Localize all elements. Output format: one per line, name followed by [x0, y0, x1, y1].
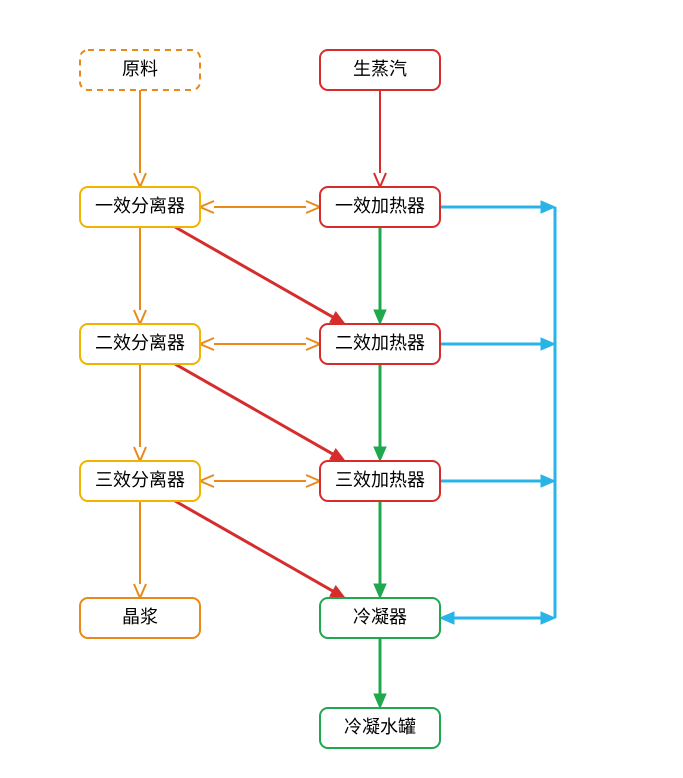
- edge-sep2-sep3: [134, 364, 146, 461]
- node-heat1: 一效加热器: [320, 187, 440, 227]
- edge-sep2-heat3: [175, 364, 345, 461]
- node-sep1-label: 一效分离器: [95, 196, 185, 216]
- edge-raw-sep1: [134, 90, 146, 187]
- node-sep3: 三效分离器: [80, 461, 200, 501]
- node-slurry: 晶浆: [80, 598, 200, 638]
- node-raw-label: 原料: [122, 59, 158, 79]
- node-heat3-label: 三效加热器: [335, 470, 425, 490]
- bus-tap-heat2: [440, 338, 555, 350]
- node-cond: 冷凝器: [320, 598, 440, 638]
- edge-sep2-heat2: [200, 338, 320, 350]
- edge-heat1-heat2: [374, 227, 386, 324]
- bus-return: [440, 612, 555, 624]
- node-raw: 原料: [80, 50, 200, 90]
- flowchart: 原料 生蒸汽一效分离器 一效加热器二效分离器 二效加热器三效分离器 三效加热器晶浆 冷凝器…: [0, 0, 683, 778]
- edge-heat2-heat3: [374, 364, 386, 461]
- node-tank: 冷凝水罐: [320, 708, 440, 748]
- node-sep1: 一效分离器: [80, 187, 200, 227]
- node-tank-label: 冷凝水罐: [344, 717, 416, 737]
- node-steam: 生蒸汽: [320, 50, 440, 90]
- node-heat2-label: 二效加热器: [335, 333, 425, 353]
- node-sep2: 二效分离器: [80, 324, 200, 364]
- node-heat3: 三效加热器: [320, 461, 440, 501]
- edge-sep3-cond: [175, 501, 345, 598]
- edge-sep3-heat3: [200, 475, 320, 487]
- node-slurry-label: 晶浆: [122, 607, 158, 627]
- node-steam-label: 生蒸汽: [353, 59, 407, 79]
- node-sep3-label: 三效分离器: [95, 470, 185, 490]
- node-cond-label: 冷凝器: [353, 607, 407, 627]
- node-sep2-label: 二效分离器: [95, 333, 185, 353]
- node-heat2: 二效加热器: [320, 324, 440, 364]
- bus-tap-heat1: [440, 201, 555, 213]
- edge-sep1-heat1: [200, 201, 320, 213]
- edge-steam-heat1: [374, 90, 386, 187]
- edge-cond-tank: [374, 638, 386, 708]
- node-heat1-label: 一效加热器: [335, 196, 425, 216]
- edge-sep3-slurry: [134, 501, 146, 598]
- edge-sep1-heat2: [175, 227, 345, 324]
- bus-tap-heat3: [440, 475, 555, 487]
- edge-heat3-cond: [374, 501, 386, 598]
- edge-sep1-sep2: [134, 227, 146, 324]
